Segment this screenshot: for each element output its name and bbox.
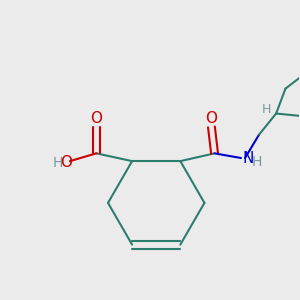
Text: N: N: [242, 151, 254, 166]
Text: H: H: [53, 156, 63, 170]
Text: O: O: [60, 154, 72, 169]
Text: O: O: [90, 111, 102, 126]
Text: O: O: [206, 111, 218, 126]
Text: H: H: [252, 155, 262, 169]
Text: H: H: [262, 103, 271, 116]
